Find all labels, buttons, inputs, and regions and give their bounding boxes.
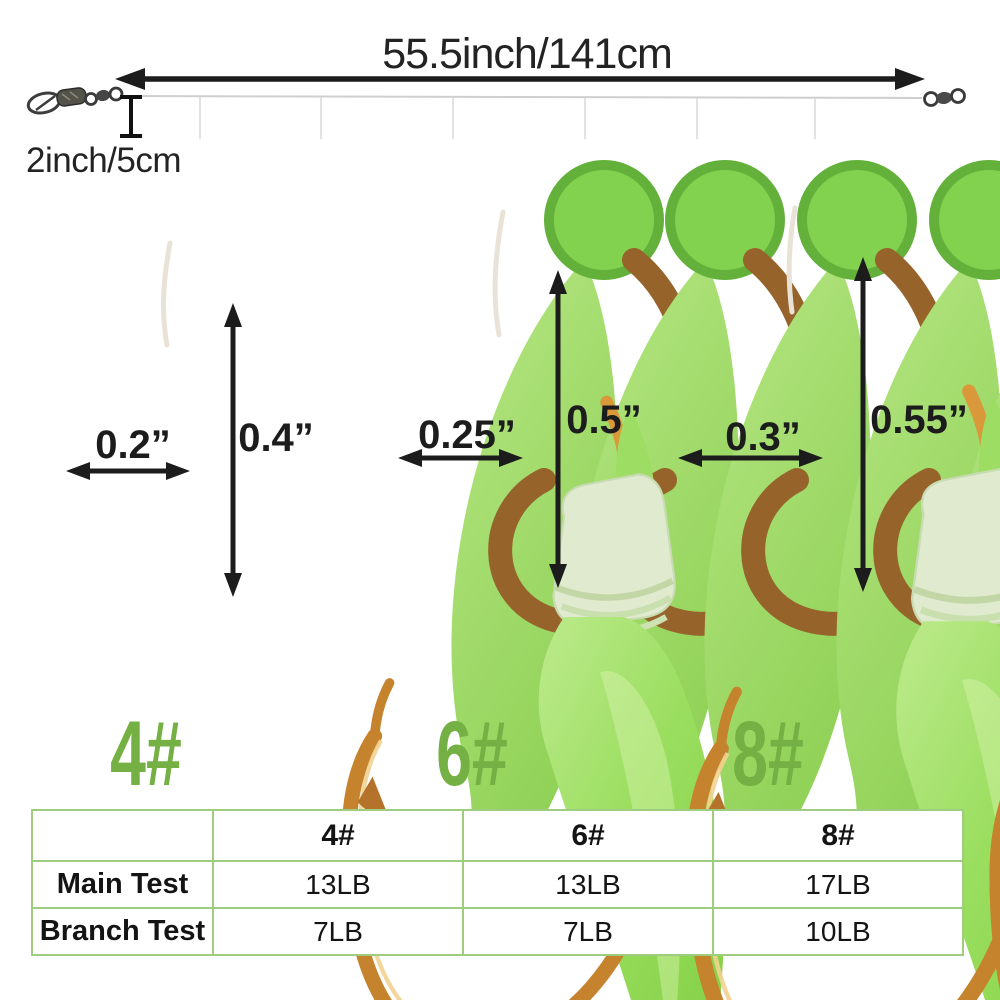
mono-thread	[160, 240, 173, 348]
hook4-width-label: 0.2”	[95, 423, 171, 467]
spec-table: 4# 6# 8# Main Test 13LB 13LB 17LB Branch…	[31, 809, 964, 956]
hook-size-6-illustration	[492, 209, 1000, 1000]
branch-length-label: 2inch/5cm	[26, 141, 182, 180]
spec-col-header-8: 8#	[712, 809, 964, 862]
hook8-height-label: 0.55”	[870, 398, 968, 442]
spec-value: 13LB	[462, 860, 714, 909]
height-arrow-8	[854, 257, 872, 592]
mono-thread	[786, 205, 798, 315]
spec-row-label-branch-test: Branch Test	[31, 907, 214, 956]
hook4-height-label: 0.4”	[238, 416, 314, 460]
mono-thread	[492, 209, 506, 338]
dropper-lines	[199, 97, 816, 139]
right-barrel-swivel-icon	[923, 88, 966, 107]
hook-size-8-illustration	[786, 205, 1000, 1000]
spec-value: 7LB	[212, 907, 464, 956]
hook6-width-label: 0.25”	[418, 413, 516, 457]
hook4-size-label: 4#	[110, 703, 182, 805]
spec-value: 7LB	[462, 907, 714, 956]
width-arrow-6	[398, 449, 523, 467]
main-length-arrow	[115, 68, 925, 90]
spec-value: 17LB	[712, 860, 964, 909]
table-row: Main Test 13LB 13LB 17LB	[31, 860, 964, 909]
hook6-size-label: 6#	[436, 703, 508, 805]
table-row: Branch Test 7LB 7LB 10LB	[31, 907, 964, 956]
branch-length-marker	[120, 95, 142, 138]
height-arrow-6	[549, 270, 567, 588]
spec-value: 13LB	[212, 860, 464, 909]
width-arrow-8	[678, 449, 823, 467]
spec-col-header-4: 4#	[212, 809, 464, 862]
hook6-height-label: 0.5”	[566, 398, 642, 442]
main-line	[121, 95, 923, 99]
spec-value: 10LB	[712, 907, 964, 956]
width-arrow-4	[66, 462, 190, 480]
hook-size-4-illustration	[160, 240, 724, 1000]
dimension-arrows	[66, 257, 872, 597]
spec-col-header-empty	[31, 809, 214, 862]
hook8-size-label: 8#	[732, 703, 804, 805]
left-snap-swivel-icon	[26, 86, 124, 115]
hook8-width-label: 0.3”	[725, 415, 801, 459]
spec-col-header-6: 6#	[462, 809, 714, 862]
spec-row-label-main-test: Main Test	[31, 860, 214, 909]
height-arrow-4	[224, 303, 242, 597]
main-length-label: 55.5inch/141cm	[382, 30, 673, 78]
